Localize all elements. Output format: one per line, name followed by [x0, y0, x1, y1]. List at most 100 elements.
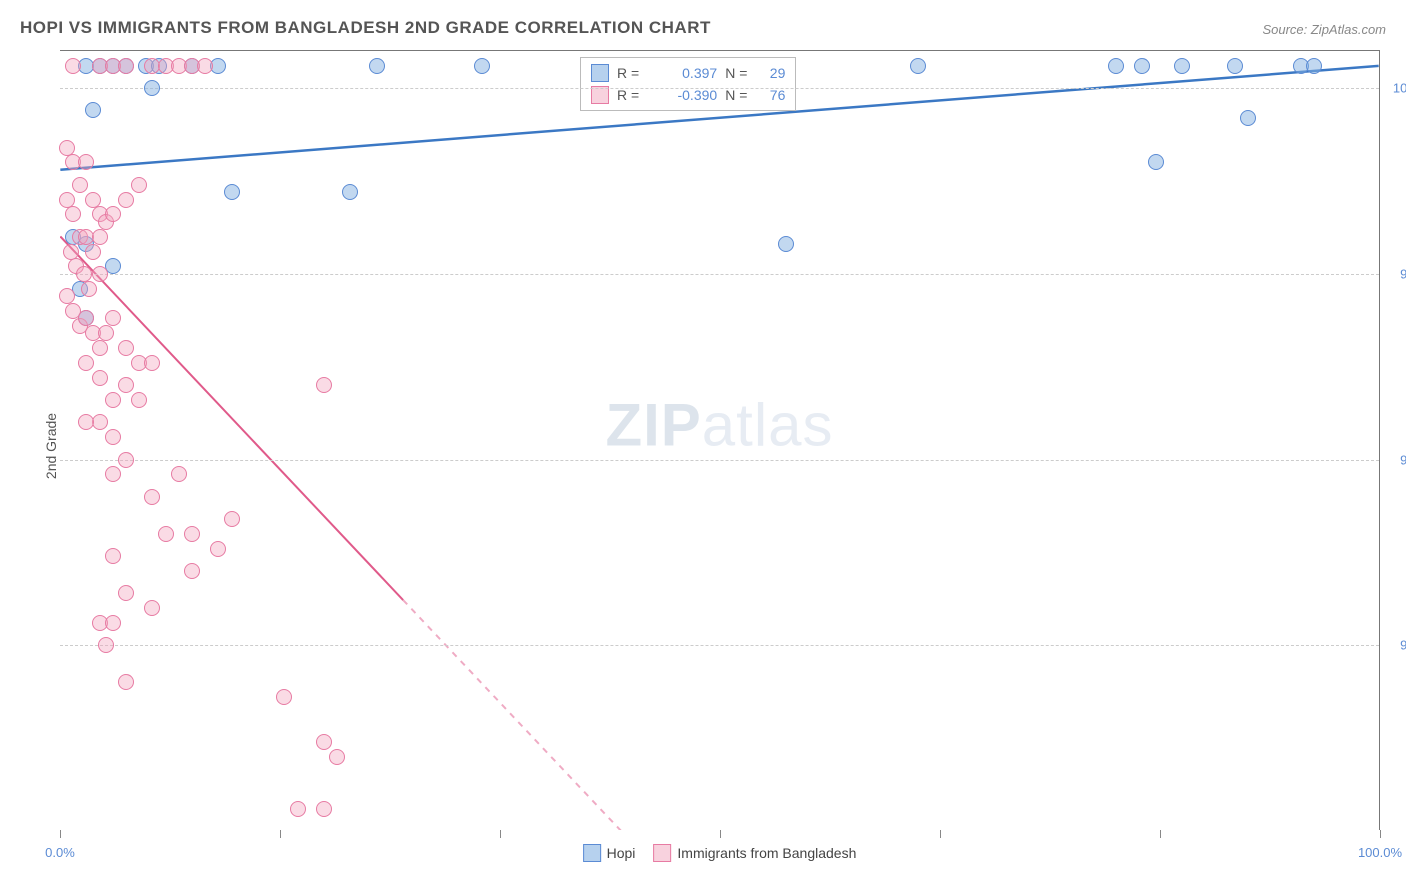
ytick-label: 97.5% — [1382, 266, 1406, 281]
scatter-point — [78, 414, 94, 430]
scatter-point — [105, 548, 121, 564]
scatter-point — [778, 236, 794, 252]
scatter-point — [474, 58, 490, 74]
scatter-point — [1148, 154, 1164, 170]
scatter-point — [59, 192, 75, 208]
stats-legend-box: R = 0.397 N = 29 R = -0.390 N = 76 — [580, 57, 796, 111]
scatter-point — [78, 310, 94, 326]
scatter-point — [1108, 58, 1124, 74]
scatter-point — [105, 429, 121, 445]
scatter-point — [316, 377, 332, 393]
scatter-point — [118, 192, 134, 208]
stats-row-hopi: R = 0.397 N = 29 — [591, 62, 785, 84]
scatter-point — [59, 140, 75, 156]
r-value: -0.390 — [647, 87, 717, 103]
scatter-point — [1227, 58, 1243, 74]
scatter-point — [118, 452, 134, 468]
scatter-point — [210, 541, 226, 557]
scatter-point — [1306, 58, 1322, 74]
xtick — [1160, 830, 1161, 838]
scatter-point — [144, 489, 160, 505]
scatter-point — [92, 229, 108, 245]
n-value: 29 — [755, 65, 785, 81]
scatter-point — [184, 526, 200, 542]
scatter-point — [118, 340, 134, 356]
gridline — [60, 645, 1379, 646]
scatter-point — [92, 266, 108, 282]
scatter-point — [144, 355, 160, 371]
xtick — [60, 830, 61, 838]
legend-label: Hopi — [607, 845, 636, 861]
scatter-point — [171, 466, 187, 482]
scatter-point — [105, 206, 121, 222]
scatter-point — [197, 58, 213, 74]
scatter-point — [81, 281, 97, 297]
scatter-point — [1174, 58, 1190, 74]
scatter-point — [105, 392, 121, 408]
r-label: R = — [617, 87, 639, 103]
xtick — [940, 830, 941, 838]
scatter-point — [78, 355, 94, 371]
xtick — [280, 830, 281, 838]
r-label: R = — [617, 65, 639, 81]
chart-title: HOPI VS IMMIGRANTS FROM BANGLADESH 2ND G… — [20, 18, 711, 38]
scatter-point — [158, 526, 174, 542]
scatter-point — [78, 154, 94, 170]
scatter-point — [224, 184, 240, 200]
scatter-point — [224, 511, 240, 527]
scatter-point — [290, 801, 306, 817]
xtick — [500, 830, 501, 838]
scatter-point — [316, 734, 332, 750]
scatter-point — [98, 637, 114, 653]
scatter-point — [105, 615, 121, 631]
xtick — [720, 830, 721, 838]
gridline — [60, 88, 1379, 89]
gridline — [60, 274, 1379, 275]
watermark: ZIPatlas — [605, 390, 833, 459]
scatter-point — [59, 288, 75, 304]
scatter-point — [63, 244, 79, 260]
plot-area: ZIPatlas R = 0.397 N = 29 R = -0.390 N =… — [60, 50, 1380, 830]
scatter-point — [1134, 58, 1150, 74]
bottom-legend: Hopi Immigrants from Bangladesh — [583, 844, 857, 862]
scatter-point — [276, 689, 292, 705]
scatter-point — [144, 80, 160, 96]
trendlines-svg — [60, 51, 1379, 830]
xtick — [1380, 830, 1381, 838]
scatter-point — [131, 392, 147, 408]
source-attribution: Source: ZipAtlas.com — [1262, 22, 1386, 37]
scatter-point — [118, 58, 134, 74]
legend-item-bangladesh: Immigrants from Bangladesh — [653, 844, 856, 862]
scatter-point — [118, 585, 134, 601]
scatter-point — [85, 244, 101, 260]
ytick-label: 100.0% — [1382, 81, 1406, 96]
scatter-point — [98, 325, 114, 341]
scatter-point — [118, 674, 134, 690]
scatter-point — [329, 749, 345, 765]
scatter-point — [65, 206, 81, 222]
scatter-point — [910, 58, 926, 74]
scatter-point — [105, 466, 121, 482]
scatter-point — [316, 801, 332, 817]
swatch-blue-icon — [583, 844, 601, 862]
scatter-point — [118, 377, 134, 393]
scatter-point — [105, 310, 121, 326]
r-value: 0.397 — [647, 65, 717, 81]
chart-container: HOPI VS IMMIGRANTS FROM BANGLADESH 2ND G… — [0, 0, 1406, 892]
ytick-label: 92.5% — [1382, 638, 1406, 653]
ytick-label: 95.0% — [1382, 452, 1406, 467]
swatch-blue-icon — [591, 64, 609, 82]
legend-item-hopi: Hopi — [583, 844, 636, 862]
y-axis-label: 2nd Grade — [43, 413, 59, 479]
scatter-point — [1240, 110, 1256, 126]
n-label: N = — [725, 65, 747, 81]
xtick-label-right: 100.0% — [1358, 845, 1402, 860]
scatter-point — [92, 340, 108, 356]
xtick-label-left: 0.0% — [45, 845, 75, 860]
gridline — [60, 460, 1379, 461]
n-value: 76 — [755, 87, 785, 103]
scatter-point — [369, 58, 385, 74]
legend-label: Immigrants from Bangladesh — [677, 845, 856, 861]
swatch-pink-icon — [653, 844, 671, 862]
scatter-point — [76, 266, 92, 282]
